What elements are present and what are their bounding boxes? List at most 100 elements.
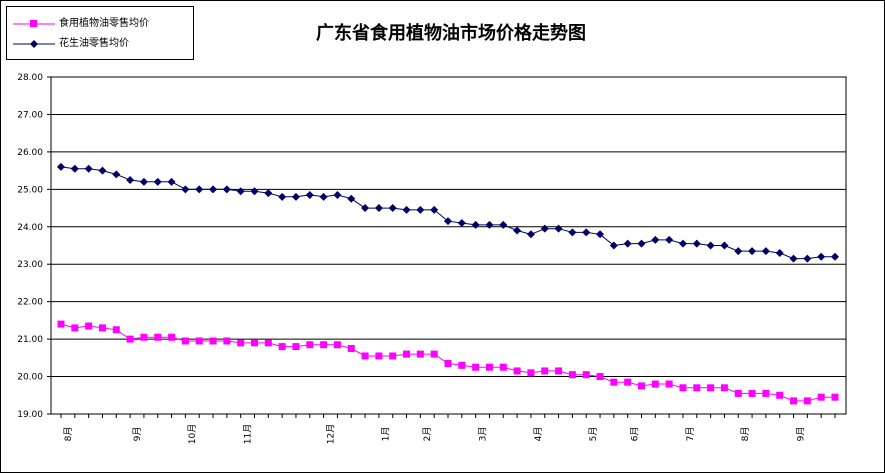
data-point (555, 367, 563, 375)
data-point (250, 187, 259, 196)
data-point (278, 192, 287, 201)
data-point (236, 187, 245, 196)
data-point (499, 363, 507, 371)
data-point (237, 339, 245, 347)
legend: 食用植物油零售均价 花生油零售均价 (6, 6, 194, 60)
data-point (638, 382, 645, 390)
data-point (707, 384, 715, 392)
data-point (195, 185, 204, 194)
x-tick-label: 1月 (381, 427, 392, 442)
data-point (85, 322, 93, 330)
data-point (831, 393, 839, 401)
data-point (444, 217, 452, 226)
data-point (513, 367, 521, 375)
data-point (126, 335, 134, 343)
data-point (361, 352, 369, 360)
series-0 (57, 320, 839, 405)
data-point (762, 389, 770, 397)
x-tick-label: 10月 (187, 424, 198, 444)
data-point (693, 384, 701, 392)
data-point (98, 166, 107, 175)
data-point (582, 371, 590, 379)
data-point (153, 177, 162, 186)
data-point (734, 389, 742, 397)
data-point (692, 239, 701, 248)
data-point (430, 205, 439, 214)
y-tick-label: 24.00 (17, 223, 43, 233)
data-point (831, 252, 839, 261)
data-point (416, 205, 425, 214)
data-point (775, 248, 784, 257)
data-point (568, 228, 577, 237)
data-point (209, 337, 217, 345)
x-tick-label: 8月 (63, 427, 74, 442)
x-tick-label: 9月 (795, 427, 806, 442)
y-tick-label: 21.00 (17, 335, 43, 345)
legend-marker-square-icon (13, 20, 55, 27)
data-point (623, 239, 632, 248)
x-tick-label: 12月 (325, 424, 336, 444)
data-point (126, 175, 135, 184)
x-tick-label: 5月 (588, 427, 599, 442)
data-point (554, 224, 563, 233)
y-tick-label: 27.00 (17, 110, 43, 120)
data-point (748, 247, 757, 256)
data-point (748, 389, 756, 397)
series-1 (57, 162, 839, 263)
data-point (70, 164, 79, 173)
data-point (430, 350, 438, 358)
data-point (139, 177, 148, 186)
data-point (624, 378, 632, 386)
data-point (803, 397, 811, 405)
data-point (57, 320, 65, 328)
data-point (306, 341, 314, 349)
y-tick-label: 23.00 (17, 260, 43, 270)
data-point (389, 352, 397, 360)
data-point (112, 326, 120, 334)
data-point (181, 337, 189, 345)
data-point (154, 333, 162, 341)
data-point (568, 371, 576, 379)
data-point (526, 230, 535, 239)
data-point (485, 363, 493, 371)
legend-item-edible-oil: 食用植物油零售均价 (7, 17, 193, 31)
data-point (540, 224, 549, 233)
data-point (98, 324, 106, 332)
data-point (374, 204, 383, 213)
data-point (291, 192, 300, 201)
data-point (347, 344, 355, 352)
gridlines (51, 76, 846, 415)
data-point (513, 226, 522, 235)
data-point (264, 339, 272, 347)
x-tick-label: 6月 (630, 427, 641, 442)
data-point (527, 369, 535, 377)
data-point (776, 391, 784, 399)
legend-marker-diamond-icon (13, 40, 55, 48)
data-point (209, 185, 218, 194)
data-point (444, 359, 452, 367)
x-tick-label: 3月 (477, 427, 488, 442)
data-point (499, 220, 508, 229)
data-point (57, 162, 65, 171)
data-point (596, 373, 604, 381)
y-tick-label: 28.00 (17, 73, 43, 83)
data-point (319, 192, 328, 201)
data-point (665, 380, 673, 388)
data-point (457, 219, 466, 228)
y-tick-label: 20.00 (17, 373, 43, 383)
data-point (402, 205, 411, 214)
data-point (181, 185, 190, 194)
series-group (57, 162, 839, 405)
data-point (375, 352, 383, 360)
data-point (222, 185, 231, 194)
data-point (168, 333, 176, 341)
data-point (789, 254, 798, 263)
data-point (195, 337, 203, 345)
data-point (292, 343, 300, 351)
data-point (84, 164, 93, 173)
y-tick-label: 22.00 (17, 298, 43, 308)
data-point (485, 220, 494, 229)
legend-label: 食用植物油零售均价 (59, 18, 149, 29)
